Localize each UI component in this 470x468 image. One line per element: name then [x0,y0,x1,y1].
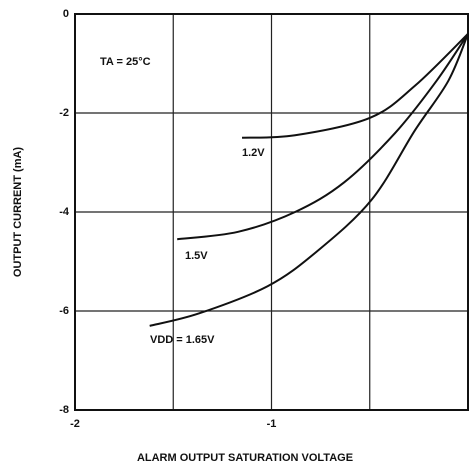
y-tick-label: -6 [59,305,69,317]
y-tick-label: -8 [59,404,69,416]
series-label: VDD = 1.65V [150,334,215,346]
x-tick-label: -1 [267,418,277,430]
annotation: TA = 25°C [100,56,151,68]
series-label: 1.2V [242,147,265,159]
y-tick-label: 0 [63,8,69,20]
x-tick-label: -2 [70,418,80,430]
series-label: 1.5V [185,250,208,262]
plot-frame [74,13,469,411]
y-tick-label: -2 [59,107,69,119]
y-tick-label: -4 [59,206,70,218]
y-axis-label: OUTPUT CURRENT (mA) [12,147,24,277]
curve [149,33,469,327]
curve [177,33,469,241]
curve [241,33,469,139]
x-axis-label: ALARM OUTPUT SATURATION VOLTAGE [137,452,353,464]
